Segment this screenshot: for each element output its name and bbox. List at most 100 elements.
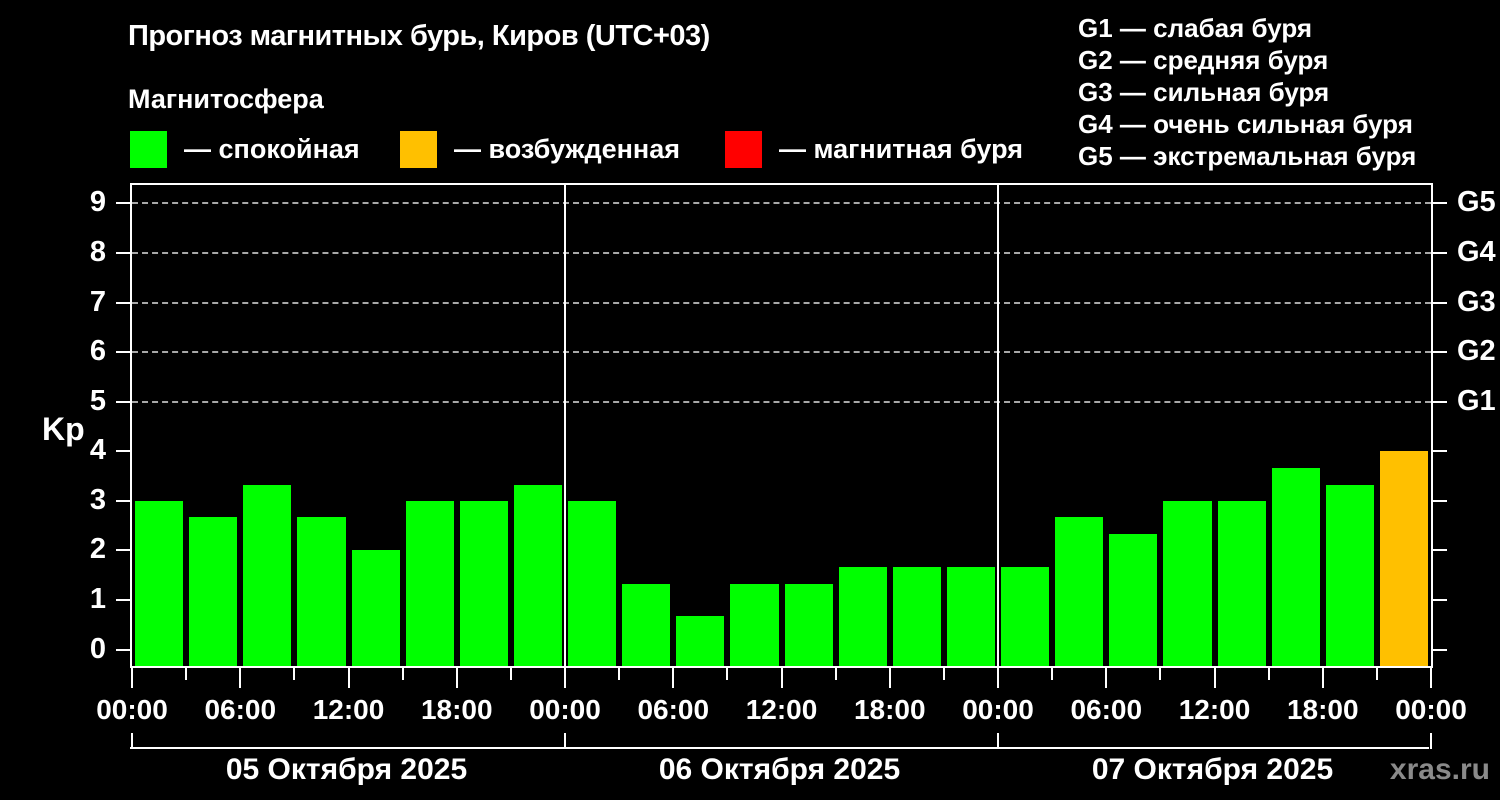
y-axis-label: 0 — [89, 632, 106, 665]
y-axis-tick — [116, 400, 130, 403]
y-axis: 0 1 2 3 4 5 6 7 8 9 — [0, 183, 130, 668]
g-axis-tick — [1433, 549, 1447, 552]
g-legend-item: G2 — средняя буря — [1078, 45, 1329, 75]
y-axis-label: 1 — [89, 582, 106, 615]
x-axis-minor-tick — [618, 668, 621, 680]
g-axis-label: G2 — [1457, 334, 1496, 367]
x-axis-minor-tick — [1375, 668, 1378, 680]
chart-subtitle: Магнитосфера — [128, 84, 324, 114]
y-axis-tick — [116, 450, 130, 453]
legend-swatch-excited — [400, 131, 437, 168]
g-legend-item: G3 — сильная буря — [1078, 77, 1330, 107]
y-axis-tick — [116, 351, 130, 354]
x-axis-major-tick — [347, 668, 350, 688]
date-bracket-tick — [564, 733, 566, 749]
y-axis-title: Kp — [42, 411, 85, 447]
kp-bar — [297, 517, 346, 666]
g-axis-label: G5 — [1457, 186, 1496, 219]
x-axis-label: 00:00 — [1395, 694, 1467, 725]
g-axis-tick — [1433, 202, 1447, 205]
x-axis-label: 12:00 — [745, 694, 818, 725]
kp-bar — [513, 484, 562, 666]
y-axis-tick — [116, 648, 130, 651]
x-axis-label: 18:00 — [420, 694, 493, 725]
kp-bar — [1325, 484, 1374, 666]
date-bracket-line — [130, 747, 1429, 749]
y-axis-label: 6 — [89, 334, 106, 367]
y-axis-tick — [116, 499, 130, 502]
date-label: 06 Октября 2025 — [658, 753, 901, 786]
date-bracket-tick — [131, 733, 133, 749]
g-scale-legend: G1 — слабая буря G2 — средняя буря G3 — си… — [1078, 12, 1416, 172]
legend-item-excited: — возбужденная — [400, 131, 680, 169]
x-axis-minor-tick — [1051, 668, 1054, 680]
watermark: xras.ru — [1389, 753, 1490, 786]
kp-gridline — [132, 251, 1431, 254]
y-axis-label: 3 — [89, 483, 106, 516]
kp-bar — [243, 484, 292, 666]
kp-bar — [135, 500, 184, 666]
x-axis-major-tick — [780, 668, 783, 688]
kp-bar — [1109, 534, 1158, 666]
legend-label-quiet: — спокойная — [184, 134, 360, 164]
status-legend: — спокойная — возбужденная — магнитная бур… — [130, 131, 1130, 171]
y-axis-label: 9 — [89, 186, 106, 219]
g-axis-label: G1 — [1457, 384, 1496, 417]
x-axis-minor-tick — [401, 668, 404, 680]
x-axis-label: 18:00 — [1286, 694, 1359, 725]
y-axis-tick — [116, 301, 130, 304]
day-separator-line — [564, 185, 566, 666]
x-axis-label: 12:00 — [312, 694, 385, 725]
legend-item-quiet: — спокойная — [130, 131, 360, 169]
x-axis-minor-tick — [726, 668, 729, 680]
kp-bar — [1217, 500, 1266, 666]
y-axis-tick — [116, 549, 130, 552]
x-axis-label: 00:00 — [962, 694, 1034, 725]
x-axis-minor-tick — [942, 668, 945, 680]
day-separator-line — [997, 185, 999, 666]
kp-bar-chart — [130, 183, 1433, 668]
g-axis-tick — [1433, 400, 1447, 403]
date-label: 07 Октября 2025 — [1091, 753, 1334, 786]
x-axis-label: 18:00 — [853, 694, 926, 725]
y-axis-label: 2 — [89, 533, 106, 566]
x-axis-label: 12:00 — [1178, 694, 1251, 725]
legend-swatch-quiet — [130, 131, 167, 168]
legend-label-storm: — магнитная буря — [779, 134, 1023, 164]
g-axis-tick — [1433, 499, 1447, 502]
y-axis-label: 5 — [89, 384, 106, 417]
g-axis-label: G4 — [1457, 235, 1496, 268]
x-axis-major-tick — [131, 668, 133, 688]
kp-bar — [1055, 517, 1104, 666]
x-axis-major-tick — [239, 668, 242, 688]
x-axis-major-tick — [564, 668, 566, 688]
kp-bar — [892, 566, 941, 666]
y-axis-tick — [116, 251, 130, 254]
kp-bar — [568, 500, 617, 666]
kp-bar — [1379, 451, 1428, 666]
x-axis-minor-tick — [185, 668, 188, 680]
x-axis-major-tick — [672, 668, 675, 688]
x-axis-label: 00:00 — [529, 694, 601, 725]
x-axis-label: 06:00 — [637, 694, 710, 725]
x-axis-minor-tick — [509, 668, 512, 680]
time-axis: 00:00 06:00 12:00 18:00 00:00 06:00 12:00 18:00… — [96, 668, 1467, 730]
kp-gridline — [132, 301, 1431, 304]
date-label: 05 Октября 2025 — [225, 753, 468, 786]
chart-title: Прогноз магнитных бурь, Киров (UTC+03) — [128, 20, 710, 52]
legend-swatch-storm — [725, 131, 762, 168]
kp-bar — [784, 583, 833, 666]
y-axis-tick — [116, 599, 130, 602]
legend-item-storm: — магнитная буря — [725, 131, 1023, 169]
date-axis: 05 Октября 2025 06 Октября 2025 07 Октября… — [130, 733, 1433, 798]
x-axis-minor-tick — [834, 668, 837, 680]
kp-bar — [838, 566, 887, 666]
g-axis-tick — [1433, 351, 1447, 354]
kp-gridline — [132, 202, 1431, 205]
g-axis-tick — [1433, 599, 1447, 602]
x-axis-major-tick — [1105, 668, 1108, 688]
kp-bar — [1001, 566, 1050, 666]
kp-bar — [676, 616, 725, 666]
x-axis-minor-tick — [1159, 668, 1162, 680]
kp-bar — [622, 583, 671, 666]
